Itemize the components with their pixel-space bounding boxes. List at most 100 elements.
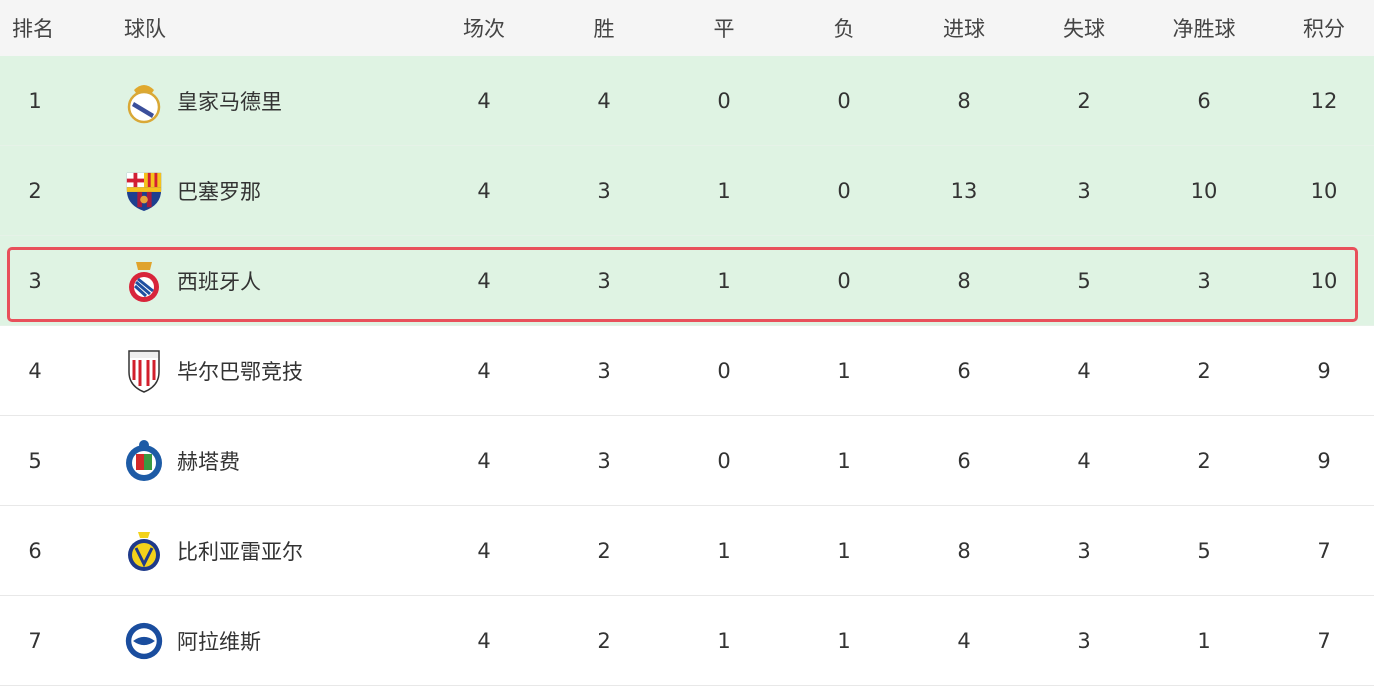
team-name[interactable]: 西班牙人 — [177, 269, 261, 294]
won-value: 2 — [597, 628, 611, 653]
team-cell[interactable]: 阿拉维斯 — [124, 596, 424, 685]
played-value: 4 — [477, 538, 491, 563]
header-won: 胜 — [593, 17, 615, 41]
drawn-value: 1 — [717, 178, 731, 203]
won-value: 3 — [597, 268, 611, 293]
lost-value: 1 — [837, 358, 851, 383]
pts-value: 10 — [1310, 178, 1338, 203]
gf-value: 6 — [957, 448, 971, 473]
table-row[interactable]: 5 赫塔费 4 3 0 1 6 4 2 9 — [0, 416, 1374, 506]
table-row[interactable]: 1 皇家马德里 4 4 0 0 8 2 6 12 — [0, 56, 1374, 146]
gf-value: 4 — [957, 628, 971, 653]
lost-value: 1 — [837, 628, 851, 653]
ga-value: 4 — [1077, 358, 1091, 383]
team-cell[interactable]: 皇家马德里 — [124, 56, 424, 145]
won-value: 3 — [597, 448, 611, 473]
header-team: 球队 — [124, 17, 166, 41]
gd-value: 6 — [1197, 88, 1211, 113]
drawn-value: 1 — [717, 538, 731, 563]
won-value: 3 — [597, 178, 611, 203]
table-row[interactable]: 2 巴塞罗那 4 3 1 0 13 3 10 10 — [0, 146, 1374, 236]
gf-value: 6 — [957, 358, 971, 383]
gf-value: 8 — [957, 268, 971, 293]
barcelona-crest-icon — [124, 168, 164, 214]
ga-value: 3 — [1077, 178, 1091, 203]
table-row[interactable]: 7 阿拉维斯 4 2 1 1 4 3 1 7 — [0, 596, 1374, 686]
played-value: 4 — [477, 88, 491, 113]
team-cell[interactable]: 赫塔费 — [124, 416, 424, 505]
pts-value: 7 — [1317, 628, 1331, 653]
real-madrid-crest-icon — [124, 78, 164, 124]
table-row[interactable]: 3 西班牙人 4 3 1 0 8 5 3 10 — [0, 236, 1374, 326]
won-value: 4 — [597, 88, 611, 113]
rank: 2 — [28, 178, 42, 203]
played-value: 4 — [477, 178, 491, 203]
played-value: 4 — [477, 448, 491, 473]
alaves-crest-icon — [124, 618, 164, 664]
table-header: 排名 球队 场次 胜 平 负 进球 失球 净胜球 积分 — [0, 0, 1374, 56]
rank: 3 — [28, 268, 42, 293]
drawn-value: 0 — [717, 88, 731, 113]
gd-value: 1 — [1197, 628, 1211, 653]
ga-value: 3 — [1077, 538, 1091, 563]
rank: 1 — [28, 88, 42, 113]
team-name[interactable]: 阿拉维斯 — [177, 629, 261, 654]
team-name[interactable]: 赫塔费 — [177, 449, 240, 474]
drawn-value: 1 — [717, 268, 731, 293]
pts-value: 10 — [1310, 268, 1338, 293]
played-value: 4 — [477, 268, 491, 293]
played-value: 4 — [477, 358, 491, 383]
played-value: 4 — [477, 628, 491, 653]
team-name[interactable]: 巴塞罗那 — [177, 179, 261, 204]
drawn-value: 0 — [717, 358, 731, 383]
header-played: 场次 — [463, 17, 505, 41]
ga-value: 4 — [1077, 448, 1091, 473]
header-goal-difference: 净胜球 — [1172, 17, 1236, 41]
gf-value: 13 — [950, 178, 978, 203]
gd-value: 2 — [1197, 448, 1211, 473]
drawn-value: 1 — [717, 628, 731, 653]
ga-value: 3 — [1077, 628, 1091, 653]
team-name[interactable]: 毕尔巴鄂竞技 — [177, 359, 303, 384]
pts-value: 7 — [1317, 538, 1331, 563]
pts-value: 9 — [1317, 358, 1331, 383]
header-points: 积分 — [1303, 17, 1345, 41]
team-cell[interactable]: 西班牙人 — [124, 236, 424, 325]
header-drawn: 平 — [713, 17, 735, 41]
header-rank: 排名 — [12, 17, 54, 41]
team-name[interactable]: 比利亚雷亚尔 — [177, 539, 303, 564]
gd-value: 10 — [1190, 178, 1218, 203]
gf-value: 8 — [957, 88, 971, 113]
getafe-crest-icon — [124, 438, 164, 484]
rank: 4 — [28, 358, 42, 383]
rank: 6 — [28, 538, 42, 563]
table-row[interactable]: 6 比利亚雷亚尔 4 2 1 1 8 3 5 7 — [0, 506, 1374, 596]
athletic-bilbao-crest-icon — [124, 348, 164, 394]
ga-value: 2 — [1077, 88, 1091, 113]
rank: 5 — [28, 448, 42, 473]
gf-value: 8 — [957, 538, 971, 563]
pts-value: 9 — [1317, 448, 1331, 473]
team-name[interactable]: 皇家马德里 — [177, 89, 282, 114]
drawn-value: 0 — [717, 448, 731, 473]
team-cell[interactable]: 比利亚雷亚尔 — [124, 506, 424, 595]
gd-value: 5 — [1197, 538, 1211, 563]
lost-value: 0 — [837, 268, 851, 293]
won-value: 3 — [597, 358, 611, 383]
table-row[interactable]: 4 毕尔巴鄂竞技 4 3 0 1 6 4 2 9 — [0, 326, 1374, 416]
team-cell[interactable]: 毕尔巴鄂竞技 — [124, 326, 424, 415]
header-lost: 负 — [833, 17, 855, 41]
gd-value: 2 — [1197, 358, 1211, 383]
header-goals-against: 失球 — [1063, 17, 1105, 41]
lost-value: 1 — [837, 538, 851, 563]
lost-value: 0 — [837, 88, 851, 113]
header-goals-for: 进球 — [943, 17, 985, 41]
gd-value: 3 — [1197, 268, 1211, 293]
espanyol-crest-icon — [124, 258, 164, 304]
villarreal-crest-icon — [124, 528, 164, 574]
rank: 7 — [28, 628, 42, 653]
team-cell[interactable]: 巴塞罗那 — [124, 146, 424, 235]
ga-value: 5 — [1077, 268, 1091, 293]
lost-value: 1 — [837, 448, 851, 473]
